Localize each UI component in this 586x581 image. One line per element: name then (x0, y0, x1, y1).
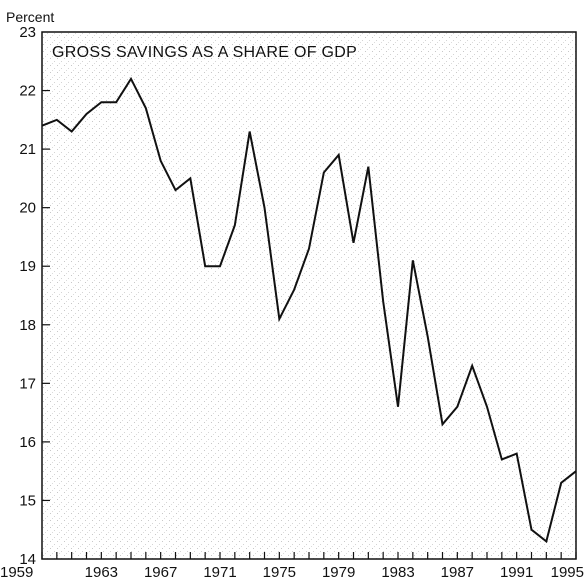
series-line-gross-savings (41, 76, 577, 544)
x-tick-label: 1991 (500, 564, 533, 581)
x-tick-label: 1971 (203, 564, 236, 581)
x-tick-label: 1959 (0, 564, 33, 581)
y-tick-label: 16 (19, 434, 36, 451)
x-tick-label: 1975 (263, 564, 296, 581)
y-axis-ticks: 14 15 16 17 18 19 20 21 22 23 (19, 24, 50, 568)
y-tick-label: 23 (19, 24, 36, 41)
y-tick-label: 22 (19, 83, 36, 100)
y-tick-label: 21 (19, 141, 36, 158)
x-tick-label: 1983 (381, 564, 414, 581)
y-tick-label: 15 (19, 492, 36, 509)
x-tick-label: 1987 (441, 564, 474, 581)
chart-title: GROSS SAVINGS AS A SHARE OF GDP (52, 44, 357, 61)
x-tick-label: 1963 (85, 564, 118, 581)
y-tick-label: 19 (19, 258, 36, 275)
y-axis-unit-label: Percent (6, 9, 54, 25)
x-tick-label: 1995 (551, 564, 584, 581)
y-tick-label: 14 (19, 551, 36, 568)
y-tick-label: 17 (19, 375, 36, 392)
plot-area (41, 31, 577, 560)
x-tick-label: 1967 (144, 564, 177, 581)
y-tick-label: 20 (19, 200, 36, 217)
x-axis-ticks: 1959 1963 1967 1971 1975 1979 1983 1987 1991 1995 (0, 552, 584, 581)
y-tick-label: 18 (19, 317, 36, 334)
x-tick-label: 1979 (322, 564, 355, 581)
